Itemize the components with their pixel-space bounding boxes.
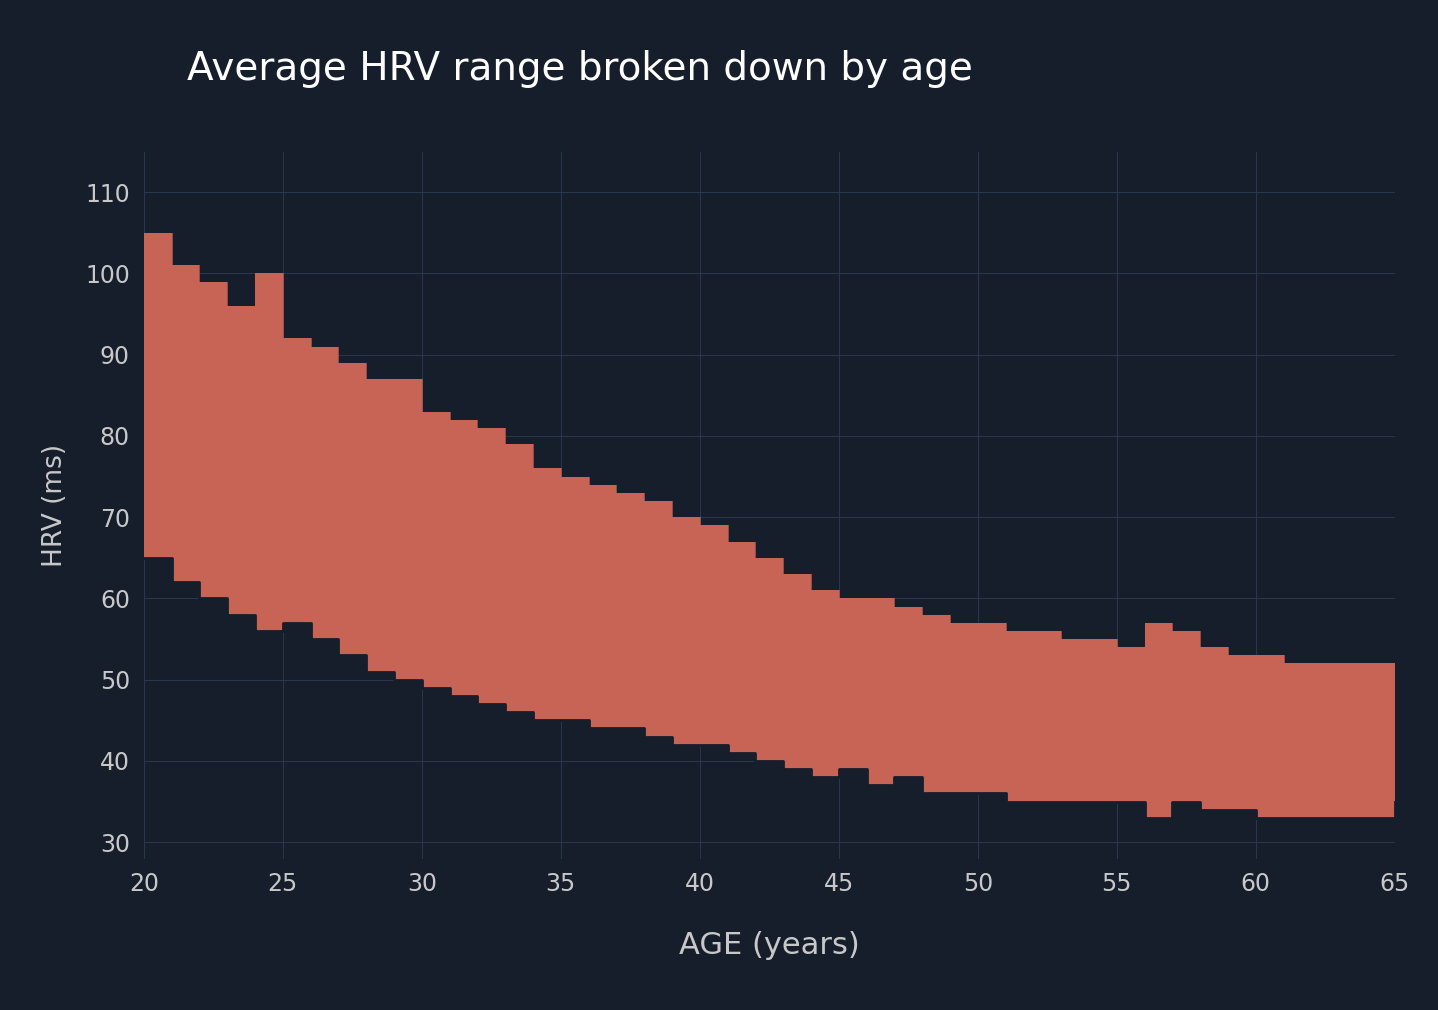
- X-axis label: AGE (years): AGE (years): [679, 931, 860, 961]
- Y-axis label: HRV (ms): HRV (ms): [42, 443, 69, 567]
- Text: Average HRV range broken down by age: Average HRV range broken down by age: [187, 50, 974, 89]
